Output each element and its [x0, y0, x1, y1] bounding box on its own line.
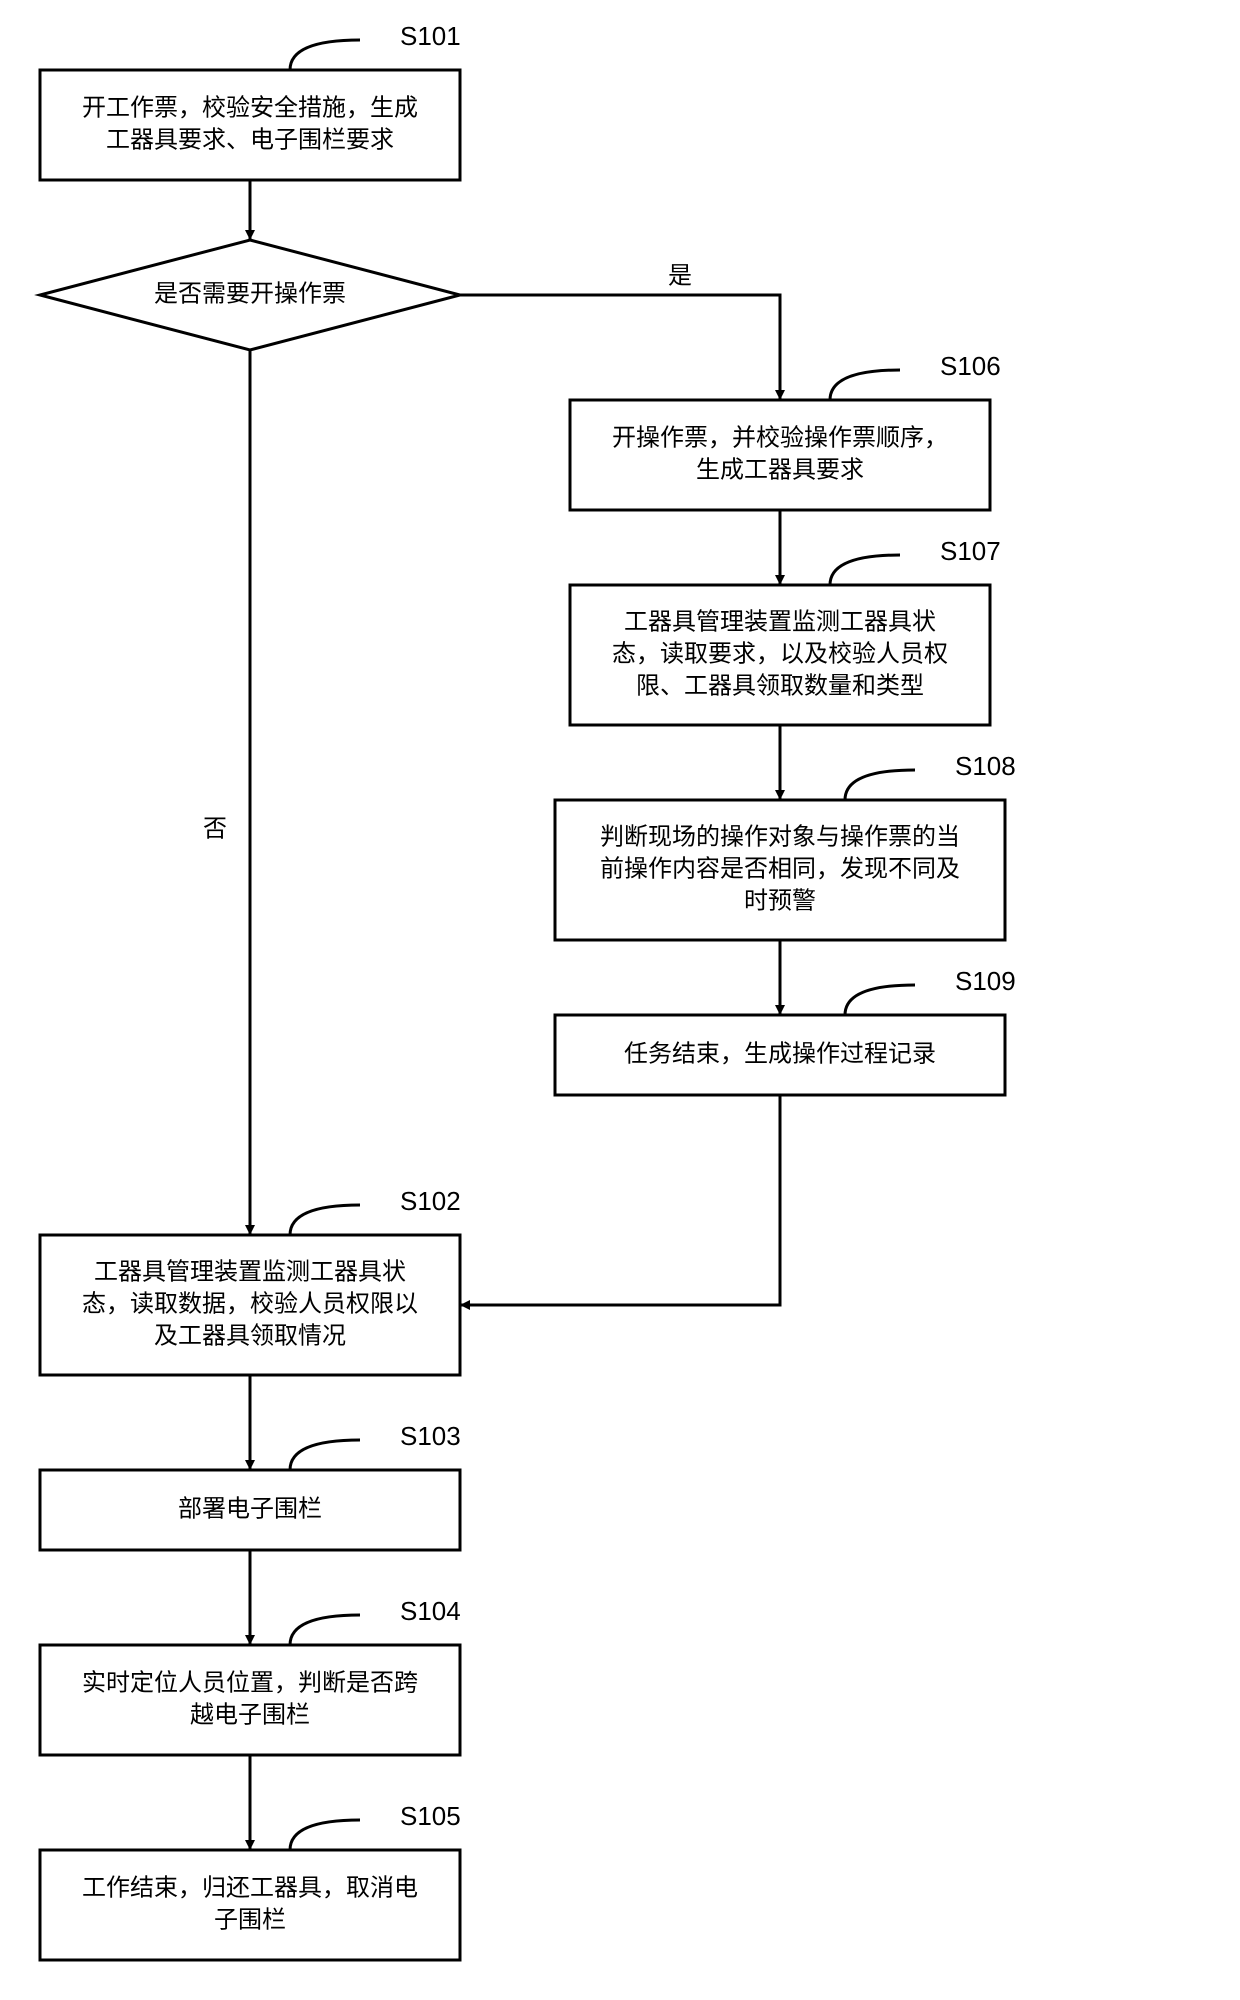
node-s103-text: 部署电子围栏 — [178, 1495, 322, 1522]
node-decision-text: 是否需要开操作票 — [154, 280, 346, 307]
node-s107: 工器具管理装置监测工器具状态，读取要求，以及校验人员权限、工器具领取数量和类型 — [570, 585, 990, 725]
leader-s105 — [290, 1820, 360, 1850]
leader-s109 — [845, 985, 915, 1015]
node-s103: 部署电子围栏 — [40, 1470, 460, 1550]
label-s104: S104 — [400, 1596, 461, 1626]
node-s108-text: 时预警 — [744, 887, 816, 914]
node-s104-text: 实时定位人员位置，判断是否跨 — [82, 1669, 418, 1696]
label-s102: S102 — [400, 1186, 461, 1216]
edge-s109-s102 — [460, 1095, 780, 1305]
node-s107-text: 限、工器具领取数量和类型 — [636, 672, 924, 699]
node-s104-text: 越电子围栏 — [190, 1701, 310, 1728]
node-s101-text: 工器具要求、电子围栏要求 — [106, 126, 394, 153]
leader-s106 — [830, 370, 900, 400]
node-s102-text: 态，读取数据，校验人员权限以 — [82, 1290, 418, 1317]
node-s101-text: 开工作票，校验安全措施，生成 — [82, 94, 418, 121]
label-s106: S106 — [940, 351, 1001, 381]
node-s106-text: 生成工器具要求 — [696, 456, 864, 483]
node-s102-text: 工器具管理装置监测工器具状 — [94, 1258, 406, 1285]
node-decision: 是否需要开操作票 — [40, 240, 460, 350]
node-s105-text: 工作结束，归还工器具，取消电 — [82, 1874, 418, 1901]
node-s102: 工器具管理装置监测工器具状态，读取数据，校验人员权限以及工器具领取情况 — [40, 1235, 460, 1375]
node-s106-text: 开操作票，并校验操作票顺序， — [612, 424, 948, 451]
node-s108: 判断现场的操作对象与操作票的当前操作内容是否相同，发现不同及时预警 — [555, 800, 1005, 940]
label-s103: S103 — [400, 1421, 461, 1451]
edge-label-yes: 是 — [668, 262, 692, 289]
node-s102-text: 及工器具领取情况 — [154, 1322, 346, 1349]
node-s108-text: 前操作内容是否相同，发现不同及 — [600, 855, 960, 882]
node-s107-text: 工器具管理装置监测工器具状 — [624, 608, 936, 635]
leader-s104 — [290, 1615, 360, 1645]
label-s108: S108 — [955, 751, 1016, 781]
leader-s102 — [290, 1205, 360, 1235]
label-s107: S107 — [940, 536, 1001, 566]
leader-s108 — [845, 770, 915, 800]
node-s105: 工作结束，归还工器具，取消电子围栏 — [40, 1850, 460, 1960]
leader-s107 — [830, 555, 900, 585]
node-s104: 实时定位人员位置，判断是否跨越电子围栏 — [40, 1645, 460, 1755]
node-s106: 开操作票，并校验操作票顺序， 生成工器具要求 — [570, 400, 990, 510]
node-s105-text: 子围栏 — [214, 1906, 286, 1933]
node-s109: 任务结束，生成操作过程记录 — [555, 1015, 1005, 1095]
node-s108-text: 判断现场的操作对象与操作票的当 — [600, 823, 960, 850]
label-s109: S109 — [955, 966, 1016, 996]
node-s101: 开工作票，校验安全措施，生成工器具要求、电子围栏要求 — [40, 70, 460, 180]
node-s109-text: 任务结束，生成操作过程记录 — [624, 1040, 936, 1067]
label-s105: S105 — [400, 1801, 461, 1831]
edge-label-no: 否 — [203, 815, 227, 842]
node-s107-text: 态，读取要求，以及校验人员权 — [612, 640, 948, 667]
label-s101: S101 — [400, 21, 461, 51]
leader-s101 — [290, 40, 360, 70]
leader-s103 — [290, 1440, 360, 1470]
edge-dec-s106 — [460, 295, 780, 400]
